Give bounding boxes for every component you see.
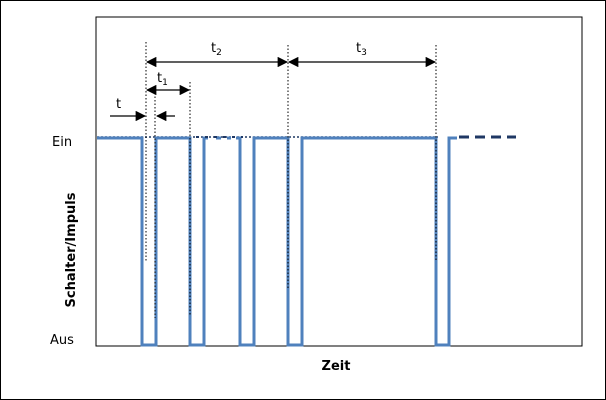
interval-label-t1: t1 (157, 71, 168, 88)
interval-label-t2: t2 (211, 41, 222, 58)
signal-waveform-continued (236, 136, 457, 347)
plot-area (95, 16, 583, 347)
interval-label-t: t (116, 97, 121, 112)
level-low-label: Aus (50, 333, 74, 348)
signal-waveform (97, 136, 208, 347)
level-high-label: Ein (52, 135, 72, 150)
x-axis-label: Zeit (322, 359, 351, 374)
y-axis-label: Schalter/Impuls (64, 192, 79, 307)
interval-label-t3: t3 (356, 41, 367, 58)
